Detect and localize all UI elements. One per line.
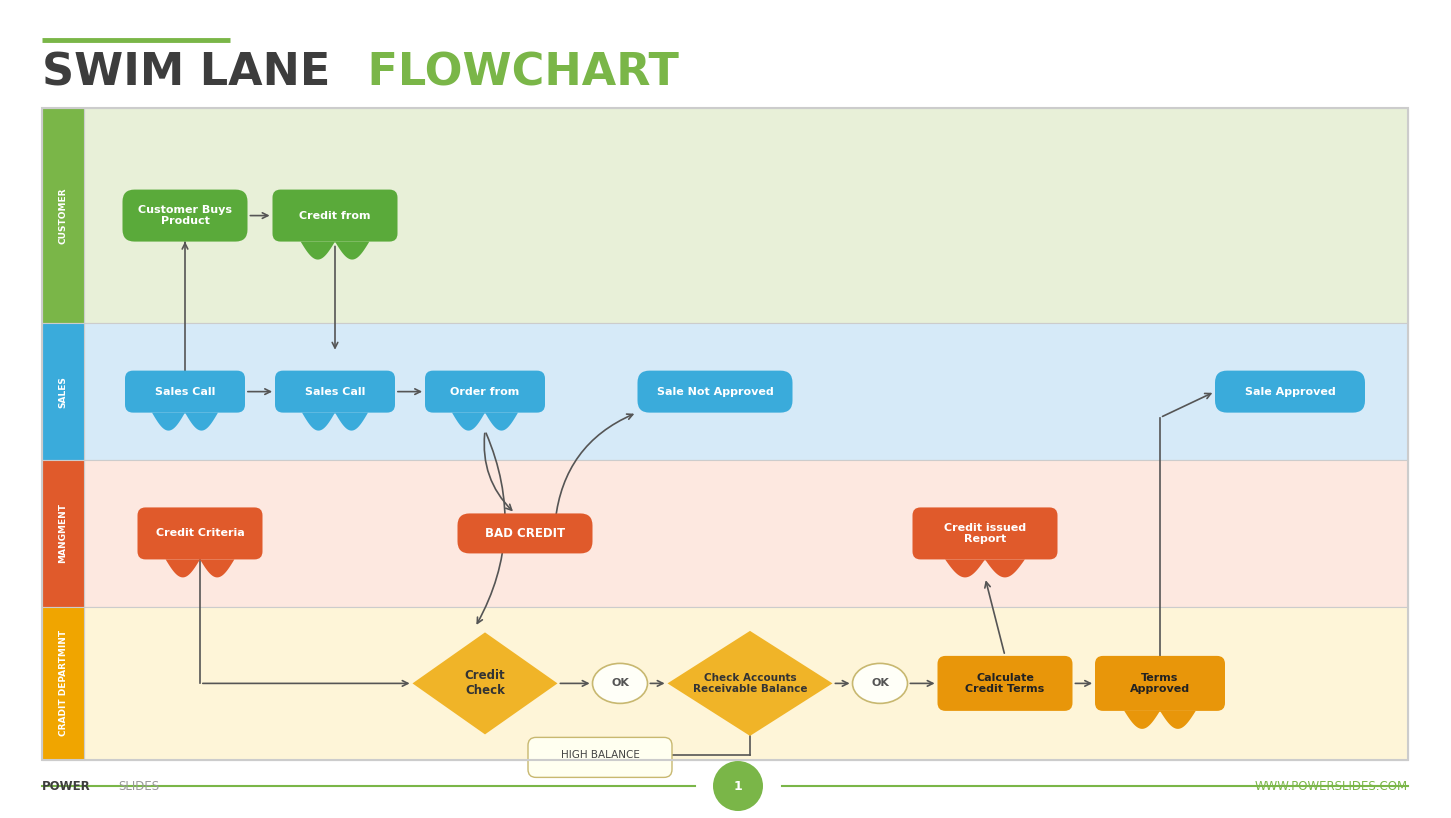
FancyBboxPatch shape [1096,656,1225,711]
Text: MANGMENT: MANGMENT [58,503,68,564]
Text: Sale Approved: Sale Approved [1245,387,1335,397]
FancyBboxPatch shape [273,190,398,241]
Text: Credit
Check: Credit Check [464,669,505,698]
Polygon shape [165,560,235,578]
Text: SLIDES: SLIDES [118,780,160,793]
Text: Terms
Approved: Terms Approved [1130,672,1190,694]
Circle shape [712,761,763,811]
Text: SWIM LANE: SWIM LANE [42,52,331,95]
FancyBboxPatch shape [528,737,672,777]
Text: Order from: Order from [450,387,519,397]
Text: Credit issued
Report: Credit issued Report [945,523,1026,544]
FancyBboxPatch shape [84,607,1407,760]
Polygon shape [945,560,1024,578]
Text: CRADIT DEPARTMINT: CRADIT DEPARTMINT [58,631,68,736]
Text: Calculate
Credit Terms: Calculate Credit Terms [965,672,1045,694]
Ellipse shape [592,663,647,703]
Text: OK: OK [611,678,628,689]
FancyBboxPatch shape [138,507,263,560]
Polygon shape [302,412,369,430]
Text: Sale Not Approved: Sale Not Approved [657,387,773,397]
Text: HIGH BALANCE: HIGH BALANCE [560,750,640,761]
FancyBboxPatch shape [637,371,792,412]
Polygon shape [1125,711,1196,729]
Text: WWW.POWERSLIDES.COM: WWW.POWERSLIDES.COM [1255,780,1407,793]
FancyBboxPatch shape [457,514,592,554]
FancyBboxPatch shape [42,108,84,323]
Polygon shape [300,241,370,259]
FancyBboxPatch shape [84,108,1407,323]
Text: Credit Criteria: Credit Criteria [155,528,244,538]
Text: Customer Buys
Product: Customer Buys Product [138,204,232,227]
Text: FLOWCHART: FLOWCHART [353,52,679,95]
FancyBboxPatch shape [125,371,245,412]
Text: Credit from: Credit from [299,210,371,221]
Polygon shape [152,412,218,430]
Text: OK: OK [871,678,889,689]
FancyBboxPatch shape [42,607,84,760]
FancyBboxPatch shape [425,371,546,412]
Text: Check Accounts
Receivable Balance: Check Accounts Receivable Balance [692,672,807,694]
FancyBboxPatch shape [937,656,1072,711]
Text: BAD CREDIT: BAD CREDIT [485,527,564,540]
Text: 1: 1 [734,780,743,793]
Ellipse shape [853,663,907,703]
Polygon shape [453,412,518,430]
FancyBboxPatch shape [84,323,1407,460]
FancyBboxPatch shape [42,323,84,460]
Text: CUSTOMER: CUSTOMER [58,187,68,244]
Text: Sales Call: Sales Call [155,387,215,397]
FancyBboxPatch shape [913,507,1058,560]
Text: SALES: SALES [58,375,68,407]
FancyBboxPatch shape [42,460,84,607]
FancyBboxPatch shape [1214,371,1365,412]
FancyBboxPatch shape [122,190,248,241]
Text: POWER: POWER [42,780,91,793]
FancyBboxPatch shape [84,460,1407,607]
FancyBboxPatch shape [276,371,395,412]
Polygon shape [667,631,833,736]
Polygon shape [412,632,557,735]
Text: Sales Call: Sales Call [305,387,366,397]
